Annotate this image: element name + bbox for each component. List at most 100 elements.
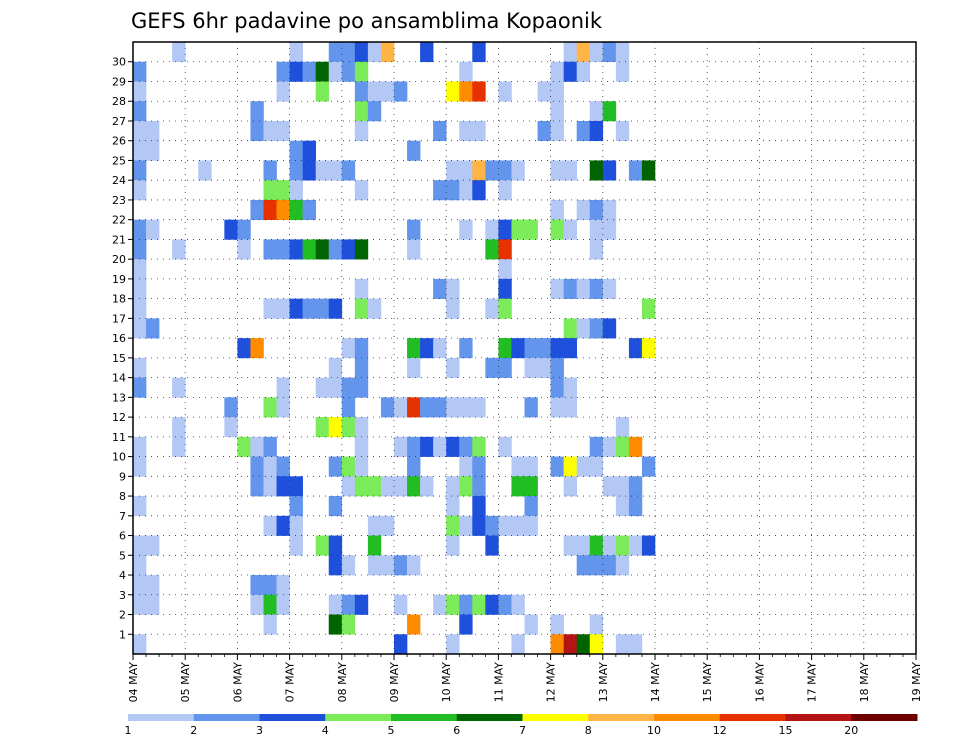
heatmap-cell bbox=[485, 239, 499, 260]
heatmap-cell bbox=[276, 594, 290, 615]
heatmap-cell bbox=[537, 81, 551, 102]
heatmap-cell bbox=[628, 535, 643, 556]
heatmap-cell bbox=[133, 535, 147, 556]
heatmap-cell bbox=[354, 476, 369, 497]
heatmap-cell bbox=[172, 377, 186, 398]
heatmap-cell bbox=[354, 81, 369, 102]
heatmap-cell bbox=[133, 298, 147, 319]
heatmap-cell bbox=[511, 594, 525, 615]
heatmap-cell bbox=[289, 239, 303, 260]
heatmap-cell bbox=[146, 219, 160, 240]
heatmap-cell bbox=[537, 357, 551, 378]
x-tick-label: 10 MAY bbox=[440, 662, 453, 703]
heatmap-cell bbox=[563, 456, 577, 477]
heatmap-cell bbox=[328, 239, 343, 260]
heatmap-cell bbox=[367, 515, 382, 536]
y-tick-label: 18 bbox=[112, 293, 126, 306]
colorbar-label: 8 bbox=[585, 724, 592, 737]
heatmap-cell bbox=[550, 634, 564, 655]
heatmap-cell bbox=[459, 180, 473, 201]
heatmap-cell bbox=[602, 555, 617, 576]
heatmap-cell bbox=[628, 476, 643, 497]
heatmap-cell bbox=[511, 338, 525, 359]
heatmap-cell bbox=[511, 219, 525, 240]
heatmap-cell bbox=[133, 259, 147, 280]
heatmap-cell bbox=[511, 476, 525, 497]
heatmap-cell bbox=[289, 476, 303, 497]
x-tick-label: 15 MAY bbox=[701, 662, 714, 703]
heatmap-cell bbox=[146, 535, 160, 556]
heatmap-cell bbox=[459, 456, 473, 477]
heatmap-cell bbox=[328, 417, 343, 438]
heatmap-cell bbox=[485, 219, 499, 240]
heatmap-cell bbox=[302, 199, 316, 220]
x-axis: 04 MAY 05 MAY 06 MAY 07 MAY 08 MAY 09 MAY 10 M… bbox=[127, 654, 923, 702]
y-tick-label: 26 bbox=[112, 135, 126, 148]
heatmap-cell bbox=[459, 397, 473, 418]
heatmap-cell bbox=[563, 42, 577, 63]
heatmap-cell bbox=[615, 476, 630, 497]
heatmap-cell bbox=[459, 61, 473, 82]
heatmap-cell bbox=[550, 160, 564, 181]
heatmap-cell bbox=[276, 515, 290, 536]
heatmap-cell bbox=[367, 555, 382, 576]
heatmap-cell bbox=[367, 535, 382, 556]
heatmap-cell bbox=[407, 614, 421, 635]
heatmap-cell bbox=[511, 456, 525, 477]
heatmap-cell bbox=[133, 436, 147, 457]
heatmap-cell bbox=[394, 81, 408, 102]
heatmap-cell bbox=[328, 535, 343, 556]
heatmap-cell bbox=[315, 81, 330, 102]
heatmap-cell bbox=[341, 555, 356, 576]
colorbar-swatch bbox=[391, 714, 458, 721]
colorbar-label: 4 bbox=[322, 724, 329, 737]
heatmap-cell bbox=[263, 575, 277, 596]
heatmap-cell bbox=[550, 61, 564, 82]
heatmap-cell bbox=[498, 338, 512, 359]
colorbar-swatch bbox=[456, 714, 523, 721]
heatmap-cell bbox=[407, 140, 421, 161]
heatmap-cell bbox=[563, 219, 577, 240]
y-tick-label: 8 bbox=[119, 490, 126, 503]
heatmap-cell bbox=[276, 476, 290, 497]
heatmap-cell bbox=[472, 436, 486, 457]
heatmap-cell bbox=[524, 614, 538, 635]
x-tick-label: 05 MAY bbox=[179, 662, 192, 703]
heatmap-cell bbox=[602, 219, 617, 240]
heatmap-cell bbox=[563, 318, 577, 339]
heatmap-cell bbox=[498, 298, 512, 319]
heatmap-cell bbox=[354, 338, 369, 359]
heatmap-cell bbox=[524, 219, 538, 240]
heatmap-cell bbox=[498, 81, 512, 102]
heatmap-cell bbox=[433, 278, 447, 299]
heatmap-cell bbox=[250, 456, 264, 477]
heatmap-cell bbox=[563, 160, 577, 181]
y-tick-label: 6 bbox=[119, 530, 126, 543]
heatmap-cell bbox=[498, 160, 512, 181]
heatmap-cell bbox=[602, 476, 617, 497]
heatmap-cell bbox=[380, 476, 395, 497]
y-tick-label: 25 bbox=[112, 154, 126, 167]
heatmap-cell bbox=[615, 417, 630, 438]
heatmap-cell bbox=[485, 357, 499, 378]
heatmap-cell bbox=[394, 476, 408, 497]
heatmap-cell bbox=[433, 594, 447, 615]
heatmap-cell bbox=[524, 515, 538, 536]
y-tick-label: 12 bbox=[112, 411, 126, 424]
heatmap-cell bbox=[589, 199, 604, 220]
heatmap-cell bbox=[263, 120, 277, 142]
y-tick-label: 28 bbox=[112, 95, 126, 108]
colorbar-label: 12 bbox=[713, 724, 727, 737]
heatmap-cell bbox=[341, 476, 356, 497]
heatmap-cell bbox=[250, 436, 264, 457]
heatmap-cell bbox=[615, 634, 630, 655]
x-tick-label: 19 MAY bbox=[910, 662, 923, 703]
heatmap-cell bbox=[420, 436, 434, 457]
heatmap-cell bbox=[641, 298, 656, 319]
heatmap-cell bbox=[498, 180, 512, 201]
colorbar-swatch bbox=[522, 714, 589, 721]
heatmap-cell bbox=[641, 160, 656, 181]
heatmap-cell bbox=[407, 338, 421, 359]
heatmap-cell bbox=[550, 357, 564, 378]
heatmap-cell bbox=[446, 160, 460, 181]
